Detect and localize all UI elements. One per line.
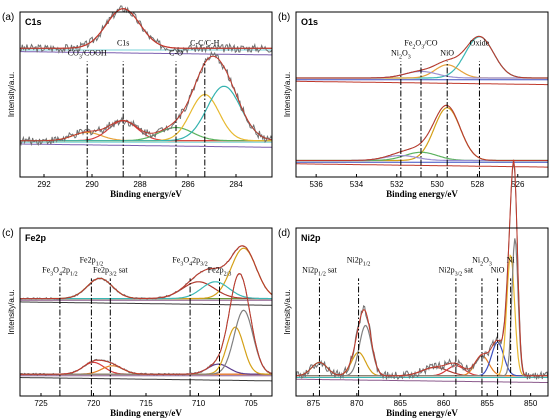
spectrum <box>19 273 273 382</box>
y-axis-label: Intensity/a.u. <box>7 72 16 117</box>
x-tick-label: 705 <box>244 399 258 408</box>
x-tick-label: 284 <box>229 180 243 189</box>
spectrum <box>295 159 549 384</box>
spectrum <box>19 50 273 148</box>
y-axis-label: Intensity/a.u. <box>283 72 292 117</box>
raw-data <box>19 50 273 147</box>
fit-envelope <box>295 159 548 377</box>
fit-component <box>20 361 272 375</box>
panel-fe2p: (c) Fe2p Intensity/a.u. Binding energy/eV Fe… <box>2 227 273 418</box>
x-tick-label: 528 <box>471 180 485 189</box>
x-tick-label: 715 <box>139 399 153 408</box>
x-axis-label: Binding energy/eV <box>386 189 458 199</box>
panel-ni2p: (d) Ni2p Intensity/a.u. Binding energy/eV Ni… <box>278 159 549 418</box>
panel-title: Fe2p <box>25 233 47 243</box>
x-axis-label: Binding energy/eV <box>110 408 182 418</box>
reference-label: Ni2p1/2 sat <box>302 265 337 277</box>
reference-label: C1s <box>117 39 129 48</box>
x-tick-label: 536 <box>309 180 323 189</box>
fit-component <box>20 277 272 300</box>
x-axis-label: Binding energy/eV <box>386 408 458 418</box>
reference-label: Fe2p2/3 <box>208 265 232 277</box>
plot-frame <box>295 11 549 178</box>
x-tick-label: 286 <box>181 180 195 189</box>
x-tick-label: 865 <box>394 399 408 408</box>
x-tick-label: 850 <box>524 399 538 408</box>
reference-label: NiO <box>440 49 454 58</box>
spectrum <box>296 35 548 86</box>
fit-envelope <box>296 35 548 79</box>
fit-envelope <box>20 8 272 49</box>
y-axis-label: Intensity/a.u. <box>7 289 16 334</box>
x-tick-label: 532 <box>390 180 404 189</box>
background-line <box>296 378 549 384</box>
fit-component <box>296 151 548 162</box>
plot-frame <box>19 11 273 178</box>
reference-label: Ni2O3 <box>391 49 411 61</box>
reference-label: Fe3O42p3/2 <box>172 255 207 267</box>
raw-data <box>19 273 273 376</box>
x-tick-label: 288 <box>133 180 147 189</box>
panel-label: (a) <box>2 12 14 23</box>
reference-label: NiO <box>491 265 505 274</box>
x-tick-label: 530 <box>430 180 444 189</box>
fit-component <box>296 155 548 162</box>
x-tick-label: 875 <box>307 399 321 408</box>
background-line <box>296 80 548 86</box>
panel-o1s: (b) O1s Intensity/a.u. Binding energy/eV Ni2… <box>278 11 549 199</box>
x-tick-label: 710 <box>192 399 206 408</box>
reference-label: Ni2p3/2 sat <box>439 265 474 277</box>
background-line <box>20 377 272 382</box>
fit-envelope <box>20 273 273 375</box>
fit-component <box>20 363 272 375</box>
reference-label: C-C/C-H <box>190 39 220 48</box>
fit-envelope <box>20 245 273 300</box>
reference-label: Ni2O3 <box>472 255 492 267</box>
reference-label: Fe3O42p1/2 <box>42 265 77 277</box>
panel-title: C1s <box>25 17 42 27</box>
reference-label: Fe2O3/CO <box>404 39 437 51</box>
reference-label: Fe2p3/2 sat <box>93 265 128 277</box>
panel-label: (d) <box>278 228 290 239</box>
x-tick-label: 292 <box>37 180 51 189</box>
x-tick-label: 526 <box>511 180 525 189</box>
raw-data <box>19 5 273 55</box>
x-tick-label: 725 <box>34 399 48 408</box>
fit-envelope <box>296 104 548 161</box>
spectrum <box>19 5 273 56</box>
x-tick-label: 720 <box>87 399 101 408</box>
reference-label: Ni2p1/2 <box>347 255 371 267</box>
fit-component <box>20 8 272 49</box>
reference-label: C-O <box>169 49 183 58</box>
panel-title: O1s <box>301 17 318 27</box>
panel-label: (b) <box>278 12 290 23</box>
reference-label: Ni <box>507 255 516 264</box>
x-tick-label: 855 <box>480 399 494 408</box>
fit-envelope <box>20 55 273 142</box>
background-line <box>20 51 272 56</box>
panel-title: Ni2p <box>301 233 321 243</box>
reference-label: CO3/COOH <box>68 49 107 61</box>
background-line <box>20 143 272 148</box>
plot-frame <box>295 227 549 397</box>
x-tick-label: 290 <box>85 180 99 189</box>
panel-c1s: (a) C1s Intensity/a.u. Binding energy/eV CO3… <box>2 5 273 199</box>
spectrum <box>19 245 273 306</box>
fit-component <box>20 309 273 375</box>
reference-label: Oxide <box>470 39 490 48</box>
spectrum <box>296 104 548 168</box>
reference-label: Fe2p1/2 <box>80 255 104 267</box>
background-line <box>296 163 548 168</box>
y-axis-label: Intensity/a.u. <box>283 289 292 334</box>
x-tick-label: 860 <box>437 399 451 408</box>
background-line <box>20 301 272 306</box>
x-tick-label: 534 <box>350 180 364 189</box>
x-axis-label: Binding energy/eV <box>110 189 182 199</box>
panel-label: (c) <box>2 228 14 239</box>
x-tick-label: 870 <box>350 399 364 408</box>
